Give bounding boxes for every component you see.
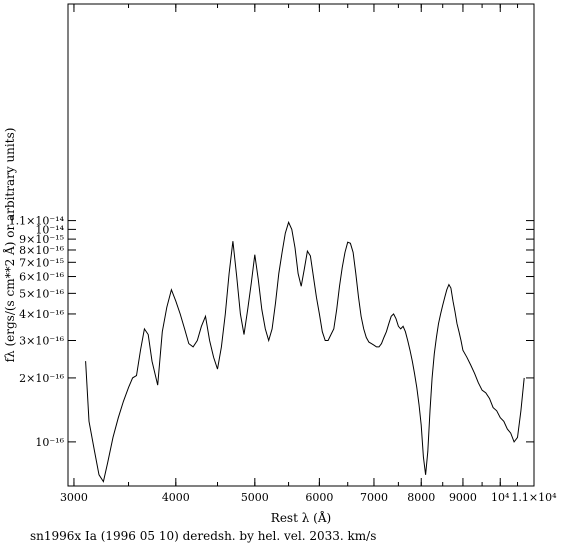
y-tick-label-3: 4×10⁻¹⁶ (19, 308, 64, 321)
y-tick-label-5: 6×10⁻¹⁶ (19, 271, 64, 284)
x-tick-label-7: 10⁴ (491, 491, 510, 504)
chart-caption: sn1996x Ia (1996 05 10) deredsh. by hel.… (30, 529, 376, 543)
y-tick-label-10: 1.1×10⁻¹⁴ (9, 215, 65, 228)
x-tick-label-4: 7000 (360, 491, 388, 504)
y-tick-label-9: 10⁻¹⁴ (35, 223, 64, 236)
x-tick-label-6: 9000 (449, 491, 477, 504)
spectrum-line (85, 220, 525, 483)
y-axis-label: fλ (ergs/(s cm**2 Å) or arbitrary units) (2, 128, 17, 363)
x-axis-label: Rest λ (Å) (271, 510, 331, 525)
x-tick-label-5: 8000 (407, 491, 435, 504)
y-tick-label-8: 9×10⁻¹⁵ (19, 233, 64, 246)
y-tick-label-7: 8×10⁻¹⁶ (19, 244, 64, 257)
y-tick-label-4: 5×10⁻¹⁶ (19, 287, 64, 300)
y-tick-label-2: 3×10⁻¹⁶ (19, 334, 64, 347)
y-tick-label-0: 10⁻¹⁶ (35, 436, 64, 449)
x-tick-label-0: 3000 (60, 491, 88, 504)
x-tick-label-8: 1.1×10⁴ (511, 491, 557, 504)
y-axis: 10⁻¹⁶ 2×10⁻¹⁶ 3×10⁻¹⁶ 4×10⁻¹⁶ 5×10⁻¹⁶ 6×10⁻¹⁶… (9, 215, 534, 449)
x-tick-label-1: 4000 (162, 491, 190, 504)
x-axis: 3000 4000 5000 6000 7000 8000 9000 10⁴ 1.1×10⁴ (60, 4, 557, 504)
y-tick-label-6: 7×10⁻¹⁵ (19, 256, 64, 269)
x-tick-label-3: 6000 (305, 491, 333, 504)
x-tick-label-2: 5000 (241, 491, 269, 504)
plot-frame (67, 3, 535, 487)
y-tick-label-1: 2×10⁻¹⁶ (19, 372, 64, 385)
